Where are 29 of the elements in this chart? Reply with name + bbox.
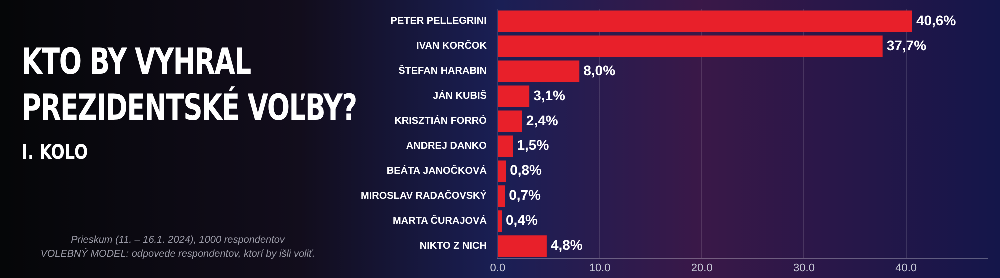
x-tick-label: 30.0 [794, 262, 815, 274]
data-label: 1,5% [517, 137, 550, 154]
data-label: 0,7% [509, 187, 542, 204]
y-tick-label: MIROSLAV RADAČOVSKÝ [360, 190, 488, 202]
data-label: 3,1% [534, 87, 566, 104]
data-label: 40,6% [916, 12, 957, 28]
text: VOLEBNÝ MODEL: odpovede respondentov, ktorí by išli voliť. [40, 248, 316, 262]
x-tick-label: 0.0 [490, 262, 506, 274]
y-tick-label: KRISZTIÁN FORRÓ [394, 115, 488, 128]
data-label: 4,8% [550, 237, 584, 254]
data-label: 0,8% [510, 162, 543, 178]
y-tick-label: PETER PELLEGRINI [390, 16, 488, 28]
data-label: 2,4% [526, 112, 559, 128]
x-tick-label: 10.0 [589, 262, 611, 274]
x-tick-label: 40.0 [896, 262, 918, 274]
y-tick-label: MARTA ČURAJOVÁ [393, 215, 487, 228]
y-tick-label: ŠTEFAN HARABIN [398, 65, 487, 78]
x-tick-label: 20.0 [691, 262, 713, 274]
data-label: 0,4% [506, 212, 538, 228]
y-tick-label: IVAN KORČOK [416, 40, 488, 52]
text: KTO BY VYHRAL PREZIDENTSKÉ VOĽBY? [22, 41, 358, 131]
y-tick-label: ANDREJ DANKO [406, 141, 488, 152]
text: Prieskum (11. – 16.1. 2024), 1000 respondentov [70, 234, 286, 248]
text: I. KOLO [22, 140, 88, 164]
data-label: 37,7% [886, 37, 928, 54]
y-tick-label: NIKTO Z NICH [420, 241, 487, 252]
y-tick-label: JÁN KUBIŠ [433, 90, 488, 102]
y-tick-label: BEÁTA JANOČKOVÁ [386, 165, 487, 178]
data-label: 8,0% [584, 62, 616, 78]
